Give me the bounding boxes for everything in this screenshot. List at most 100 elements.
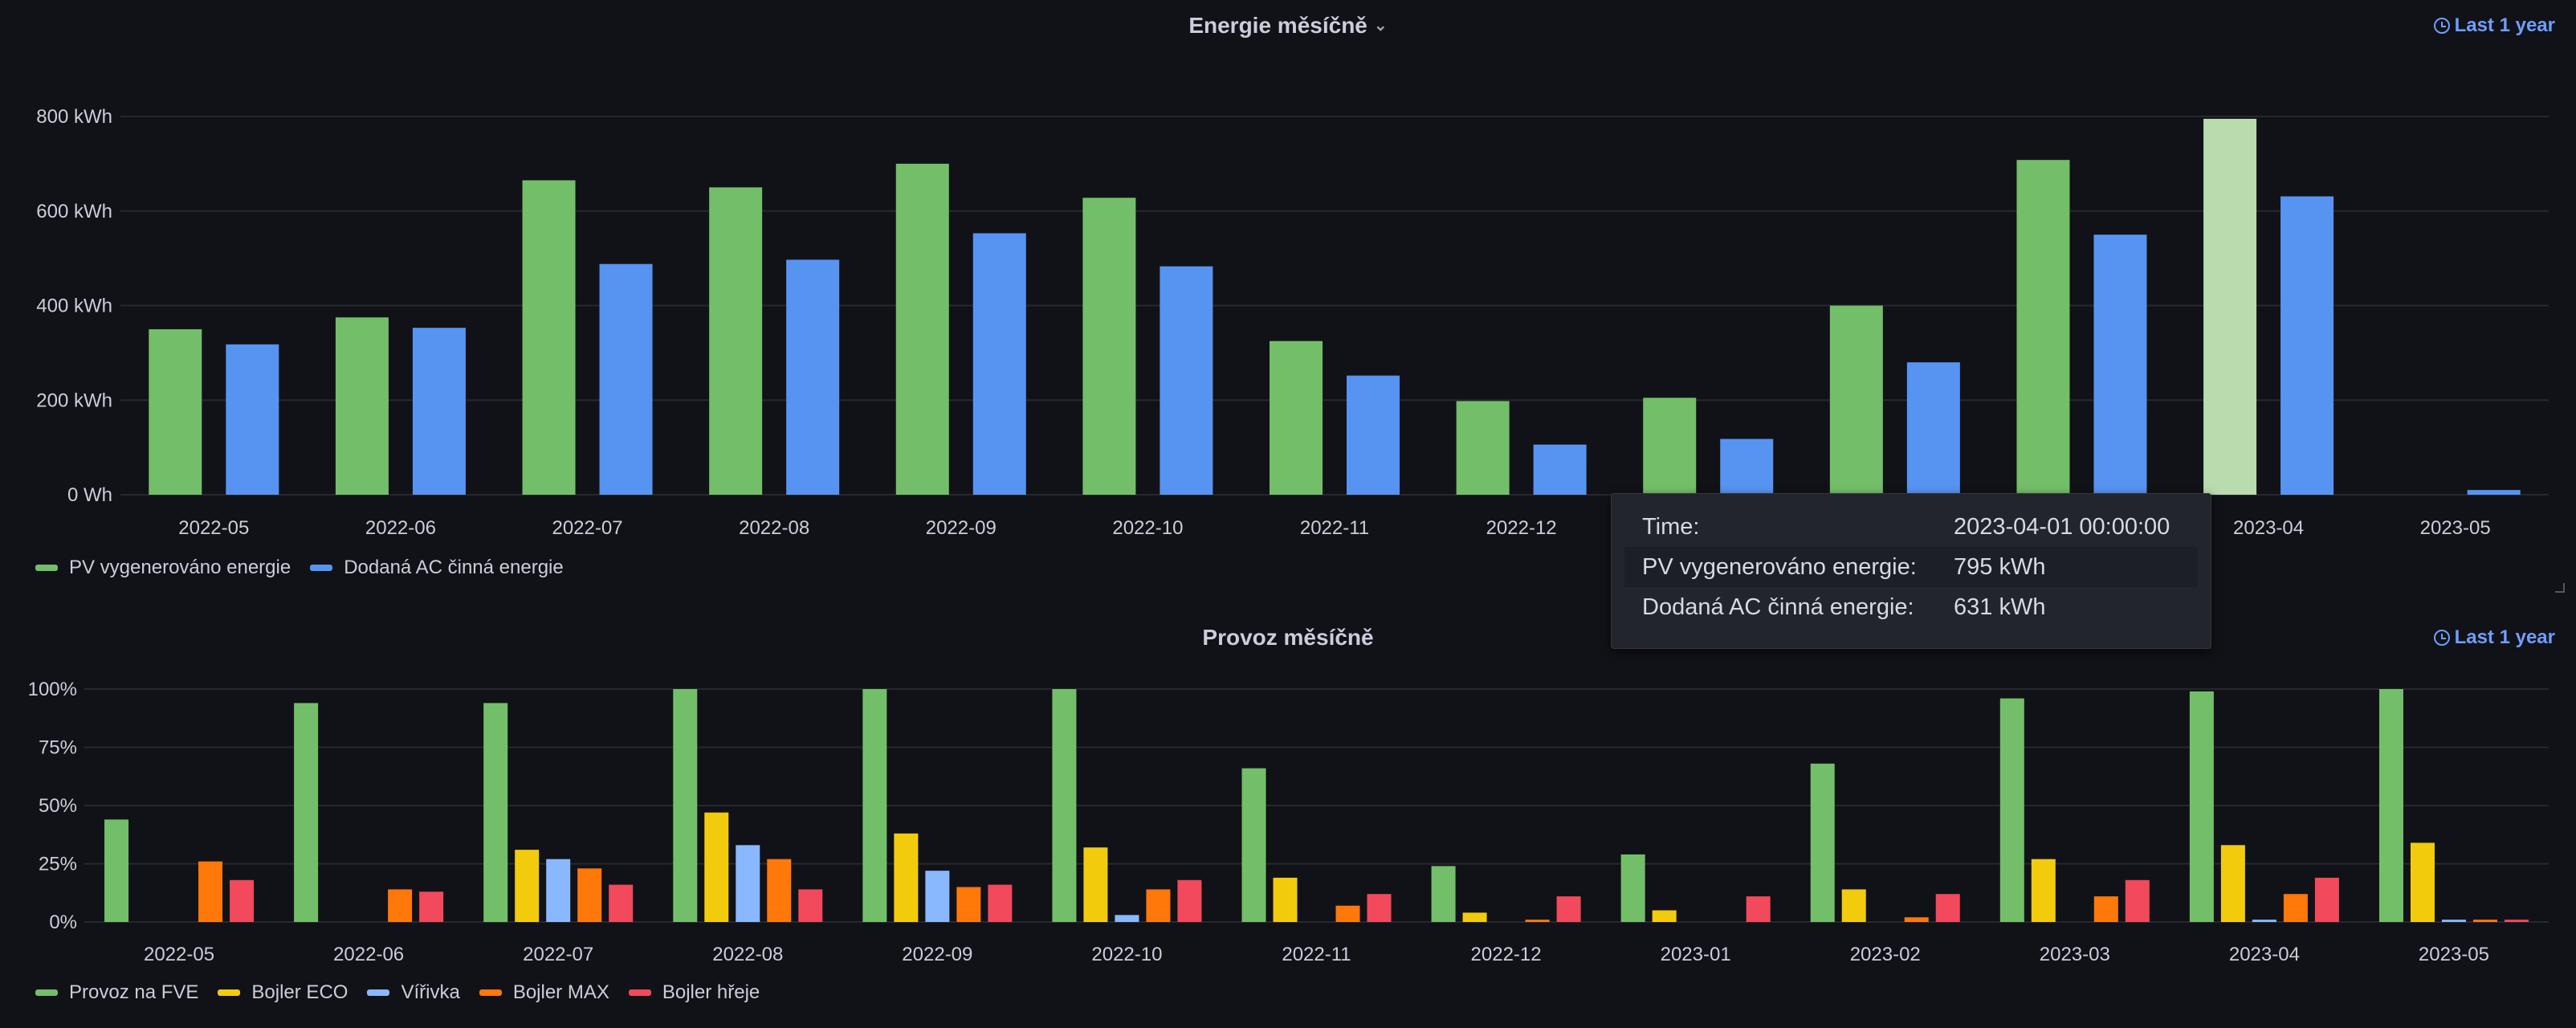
bar xyxy=(226,344,279,495)
y-tick-label: 400 kWh xyxy=(36,296,112,317)
bar xyxy=(1906,362,1960,495)
panel-title[interactable]: Provoz měsíčně xyxy=(0,625,2576,651)
y-tick-label: 50% xyxy=(39,795,77,817)
bar xyxy=(1652,910,1677,922)
bar xyxy=(2093,235,2147,495)
bar xyxy=(786,259,840,495)
x-tick-label: 2022-09 xyxy=(926,517,997,539)
time-range-button[interactable]: Last 1 year xyxy=(2433,14,2555,37)
bar xyxy=(419,891,444,922)
bar xyxy=(2189,691,2214,922)
bar xyxy=(2031,859,2056,922)
tooltip-row-ac: Dodaná AC činná energie: 631 kWh xyxy=(1624,587,2198,627)
bar xyxy=(483,703,508,922)
bar xyxy=(798,889,823,922)
y-tick-label: 0 Wh xyxy=(67,484,112,506)
bar xyxy=(1273,877,1298,922)
legend-item-ac[interactable]: Dodaná AC činná energie xyxy=(310,557,564,579)
legend-label: Bojler ECO xyxy=(251,981,348,1003)
legend-item-eco[interactable]: Bojler ECO xyxy=(218,981,348,1004)
bar xyxy=(673,689,698,922)
bar xyxy=(1643,398,1697,495)
x-tick-label: 2022-07 xyxy=(523,944,593,965)
legend-swatch xyxy=(628,989,651,996)
bar xyxy=(577,868,602,922)
x-tick-label: 2022-10 xyxy=(1112,517,1183,539)
bar xyxy=(767,859,792,922)
x-tick-label: 2022-12 xyxy=(1471,944,1542,965)
bar xyxy=(230,879,255,922)
legend-item-max[interactable]: Bojler MAX xyxy=(479,981,609,1004)
bar xyxy=(972,233,1026,495)
bar xyxy=(704,812,729,922)
legend-label: Dodaná AC činná energie xyxy=(344,557,564,578)
legend-label: PV vygenerováno energie xyxy=(69,557,291,578)
legend-label: Bojler hřeje xyxy=(662,981,760,1003)
bar xyxy=(1082,198,1136,495)
legend-swatch xyxy=(35,565,58,571)
bar xyxy=(599,263,653,495)
bar xyxy=(1177,879,1202,922)
bar xyxy=(2314,877,2339,922)
bar xyxy=(1431,866,1456,922)
bar xyxy=(1525,920,1550,922)
bar xyxy=(2467,490,2521,495)
y-tick-label: 200 kWh xyxy=(36,390,112,411)
legend-swatch xyxy=(310,565,333,571)
panel-title[interactable]: Energie měsíčně ⌄ xyxy=(0,13,2576,39)
operation-panel: Provoz měsíčně Last 1 year 0% 25% 50% 75% 10… xyxy=(0,609,2576,1028)
bar xyxy=(1935,894,1960,922)
bar xyxy=(1347,375,1400,495)
legend-label: Provoz na FVE xyxy=(69,981,199,1003)
bar xyxy=(862,689,887,922)
operation-bar-chart[interactable]: 0% 25% 50% 75% 100% 2022-05 2022-06 2022-07 2022… xyxy=(0,609,2576,1028)
panel-title-text: Energie měsíčně xyxy=(1188,13,1367,38)
bar xyxy=(2410,842,2435,922)
bar xyxy=(388,889,413,922)
bar xyxy=(198,861,223,922)
bar xyxy=(2125,879,2150,922)
legend-item-hreje[interactable]: Bojler hřeje xyxy=(628,981,760,1004)
bar xyxy=(412,328,466,495)
energy-panel: Energie měsíčně ⌄ Last 1 year 0 Wh 200 kWh… xyxy=(0,0,2576,606)
x-tick-label: 2022-06 xyxy=(365,517,436,539)
y-tick-label: 0% xyxy=(49,912,77,933)
tooltip-value: 631 kWh xyxy=(1954,594,2046,620)
x-tick-label: 2022-08 xyxy=(712,944,783,965)
bar xyxy=(1620,854,1645,922)
time-range-button[interactable]: Last 1 year xyxy=(2433,626,2555,649)
x-tick-label: 2022-12 xyxy=(1486,517,1557,539)
y-tick-label: 100% xyxy=(28,679,77,700)
bar xyxy=(2093,896,2118,922)
y-tick-label: 800 kWh xyxy=(36,106,112,128)
bar xyxy=(522,180,576,495)
bar xyxy=(1746,896,1771,922)
bar xyxy=(2016,160,2070,496)
hover-tooltip: Time: 2023-04-01 00:00:00 PV vygenerován… xyxy=(1611,493,2211,649)
bar xyxy=(956,887,981,922)
resize-handle[interactable] xyxy=(2555,583,2565,593)
x-tick-label: 2022-11 xyxy=(1300,517,1369,539)
bar xyxy=(546,859,571,922)
bar xyxy=(2203,118,2257,495)
bar xyxy=(2472,920,2497,922)
bar xyxy=(1367,894,1392,922)
y-tick-label: 75% xyxy=(39,737,77,759)
bar xyxy=(609,884,634,922)
chevron-down-icon[interactable]: ⌄ xyxy=(1373,17,1388,35)
legend-item-virivka[interactable]: Vířivka xyxy=(367,981,460,1004)
bar xyxy=(925,871,950,922)
panel-title-text: Provoz měsíčně xyxy=(1202,625,1374,650)
legend-item-fve[interactable]: Provoz na FVE xyxy=(35,981,198,1004)
bar xyxy=(1115,915,1139,922)
legend-swatch xyxy=(218,989,241,996)
x-tick-label: 2023-03 xyxy=(2040,944,2110,965)
x-tick-label: 2022-07 xyxy=(552,517,622,539)
tooltip-value: 795 kWh xyxy=(1954,553,2046,580)
bar xyxy=(2378,689,2403,922)
x-tick-label: 2022-11 xyxy=(1282,944,1351,965)
legend-label: Vířivka xyxy=(401,981,460,1003)
legend-item-pv[interactable]: PV vygenerováno energie xyxy=(35,557,291,579)
x-tick-label: 2023-04 xyxy=(2229,944,2300,965)
energy-bar-chart[interactable]: 0 Wh 200 kWh 400 kWh 600 kWh 800 kWh 2022-05 2… xyxy=(0,0,2576,606)
